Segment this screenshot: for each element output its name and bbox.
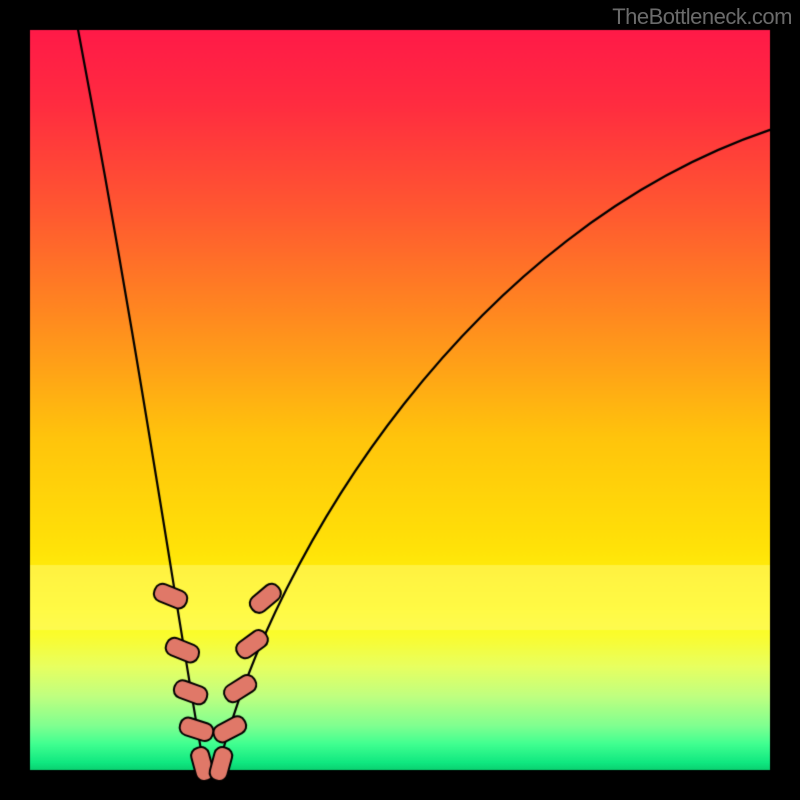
bottleneck-chart-canvas xyxy=(0,0,800,800)
watermark-text: TheBottleneck.com xyxy=(612,4,792,30)
